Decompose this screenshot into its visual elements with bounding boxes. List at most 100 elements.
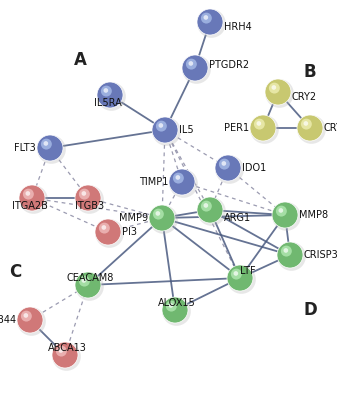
Circle shape	[82, 278, 86, 283]
Circle shape	[256, 121, 261, 126]
Text: IDO1: IDO1	[242, 163, 266, 173]
Circle shape	[188, 61, 193, 66]
Circle shape	[162, 297, 188, 323]
Circle shape	[301, 119, 312, 130]
Circle shape	[304, 121, 308, 126]
Circle shape	[24, 313, 28, 318]
Text: CEACAM8: CEACAM8	[66, 273, 114, 283]
Circle shape	[97, 82, 126, 111]
Circle shape	[269, 83, 280, 93]
Text: RAB44: RAB44	[0, 315, 16, 325]
Circle shape	[95, 219, 121, 245]
Circle shape	[297, 115, 323, 141]
Circle shape	[265, 79, 294, 108]
Circle shape	[176, 175, 180, 180]
Text: PTGDR2: PTGDR2	[209, 60, 249, 70]
Circle shape	[101, 86, 112, 97]
Circle shape	[281, 246, 292, 257]
Text: TIMP1: TIMP1	[139, 177, 168, 187]
Circle shape	[169, 169, 198, 198]
Circle shape	[75, 185, 104, 214]
Circle shape	[162, 297, 191, 326]
Text: C: C	[9, 263, 21, 281]
Circle shape	[265, 79, 291, 105]
Circle shape	[149, 205, 175, 231]
Circle shape	[153, 209, 164, 220]
Circle shape	[101, 225, 106, 230]
Circle shape	[152, 117, 181, 146]
Circle shape	[75, 272, 104, 301]
Circle shape	[221, 161, 226, 166]
Circle shape	[17, 307, 46, 336]
Circle shape	[17, 307, 43, 333]
Text: ITGB3: ITGB3	[75, 201, 104, 211]
Circle shape	[197, 197, 226, 226]
Text: FLT3: FLT3	[14, 143, 36, 153]
Circle shape	[158, 123, 163, 128]
Circle shape	[215, 155, 244, 184]
Circle shape	[21, 311, 32, 322]
Circle shape	[186, 59, 197, 69]
Circle shape	[56, 346, 67, 356]
Text: ALOX15: ALOX15	[158, 298, 196, 308]
Circle shape	[231, 269, 242, 279]
Circle shape	[75, 272, 101, 298]
Circle shape	[277, 242, 306, 271]
Circle shape	[201, 200, 212, 212]
Circle shape	[276, 206, 287, 217]
Circle shape	[254, 119, 265, 130]
Circle shape	[197, 9, 226, 38]
Circle shape	[173, 173, 184, 184]
Circle shape	[75, 185, 101, 211]
Text: MMP8: MMP8	[299, 210, 328, 220]
Text: CRY2: CRY2	[292, 92, 317, 102]
Text: PI3: PI3	[122, 227, 137, 237]
Circle shape	[272, 85, 276, 90]
Circle shape	[168, 303, 173, 308]
Circle shape	[277, 242, 303, 268]
Circle shape	[155, 211, 160, 216]
Circle shape	[204, 203, 208, 208]
Text: CRISP3: CRISP3	[304, 250, 337, 260]
Circle shape	[19, 185, 45, 211]
Circle shape	[197, 9, 223, 35]
Circle shape	[283, 248, 288, 253]
Circle shape	[37, 135, 63, 161]
Circle shape	[82, 191, 86, 196]
Circle shape	[41, 139, 52, 150]
Circle shape	[26, 191, 30, 196]
Text: D: D	[303, 301, 317, 319]
Circle shape	[166, 301, 177, 312]
Circle shape	[219, 159, 230, 170]
Circle shape	[97, 82, 123, 108]
Text: PER1: PER1	[224, 123, 249, 133]
Text: CRY1: CRY1	[324, 123, 337, 133]
Circle shape	[201, 13, 212, 24]
Circle shape	[52, 342, 78, 368]
Circle shape	[152, 117, 178, 143]
Circle shape	[227, 265, 253, 291]
Text: IL5: IL5	[179, 125, 194, 135]
Circle shape	[278, 208, 283, 213]
Circle shape	[250, 115, 276, 141]
Circle shape	[204, 15, 208, 20]
Circle shape	[19, 185, 48, 214]
Text: B: B	[304, 63, 316, 81]
Circle shape	[52, 342, 81, 371]
Circle shape	[79, 188, 90, 200]
Circle shape	[227, 265, 256, 294]
Circle shape	[197, 197, 223, 223]
Circle shape	[99, 223, 110, 233]
Circle shape	[156, 121, 167, 132]
Circle shape	[182, 55, 208, 81]
Circle shape	[59, 348, 63, 353]
Circle shape	[79, 275, 90, 287]
Circle shape	[215, 155, 241, 181]
Circle shape	[272, 202, 298, 228]
Circle shape	[182, 55, 211, 84]
Circle shape	[297, 115, 326, 144]
Text: ABCA13: ABCA13	[48, 343, 86, 353]
Circle shape	[234, 271, 238, 276]
Text: A: A	[73, 51, 86, 69]
Text: ITGA2B: ITGA2B	[12, 201, 48, 211]
